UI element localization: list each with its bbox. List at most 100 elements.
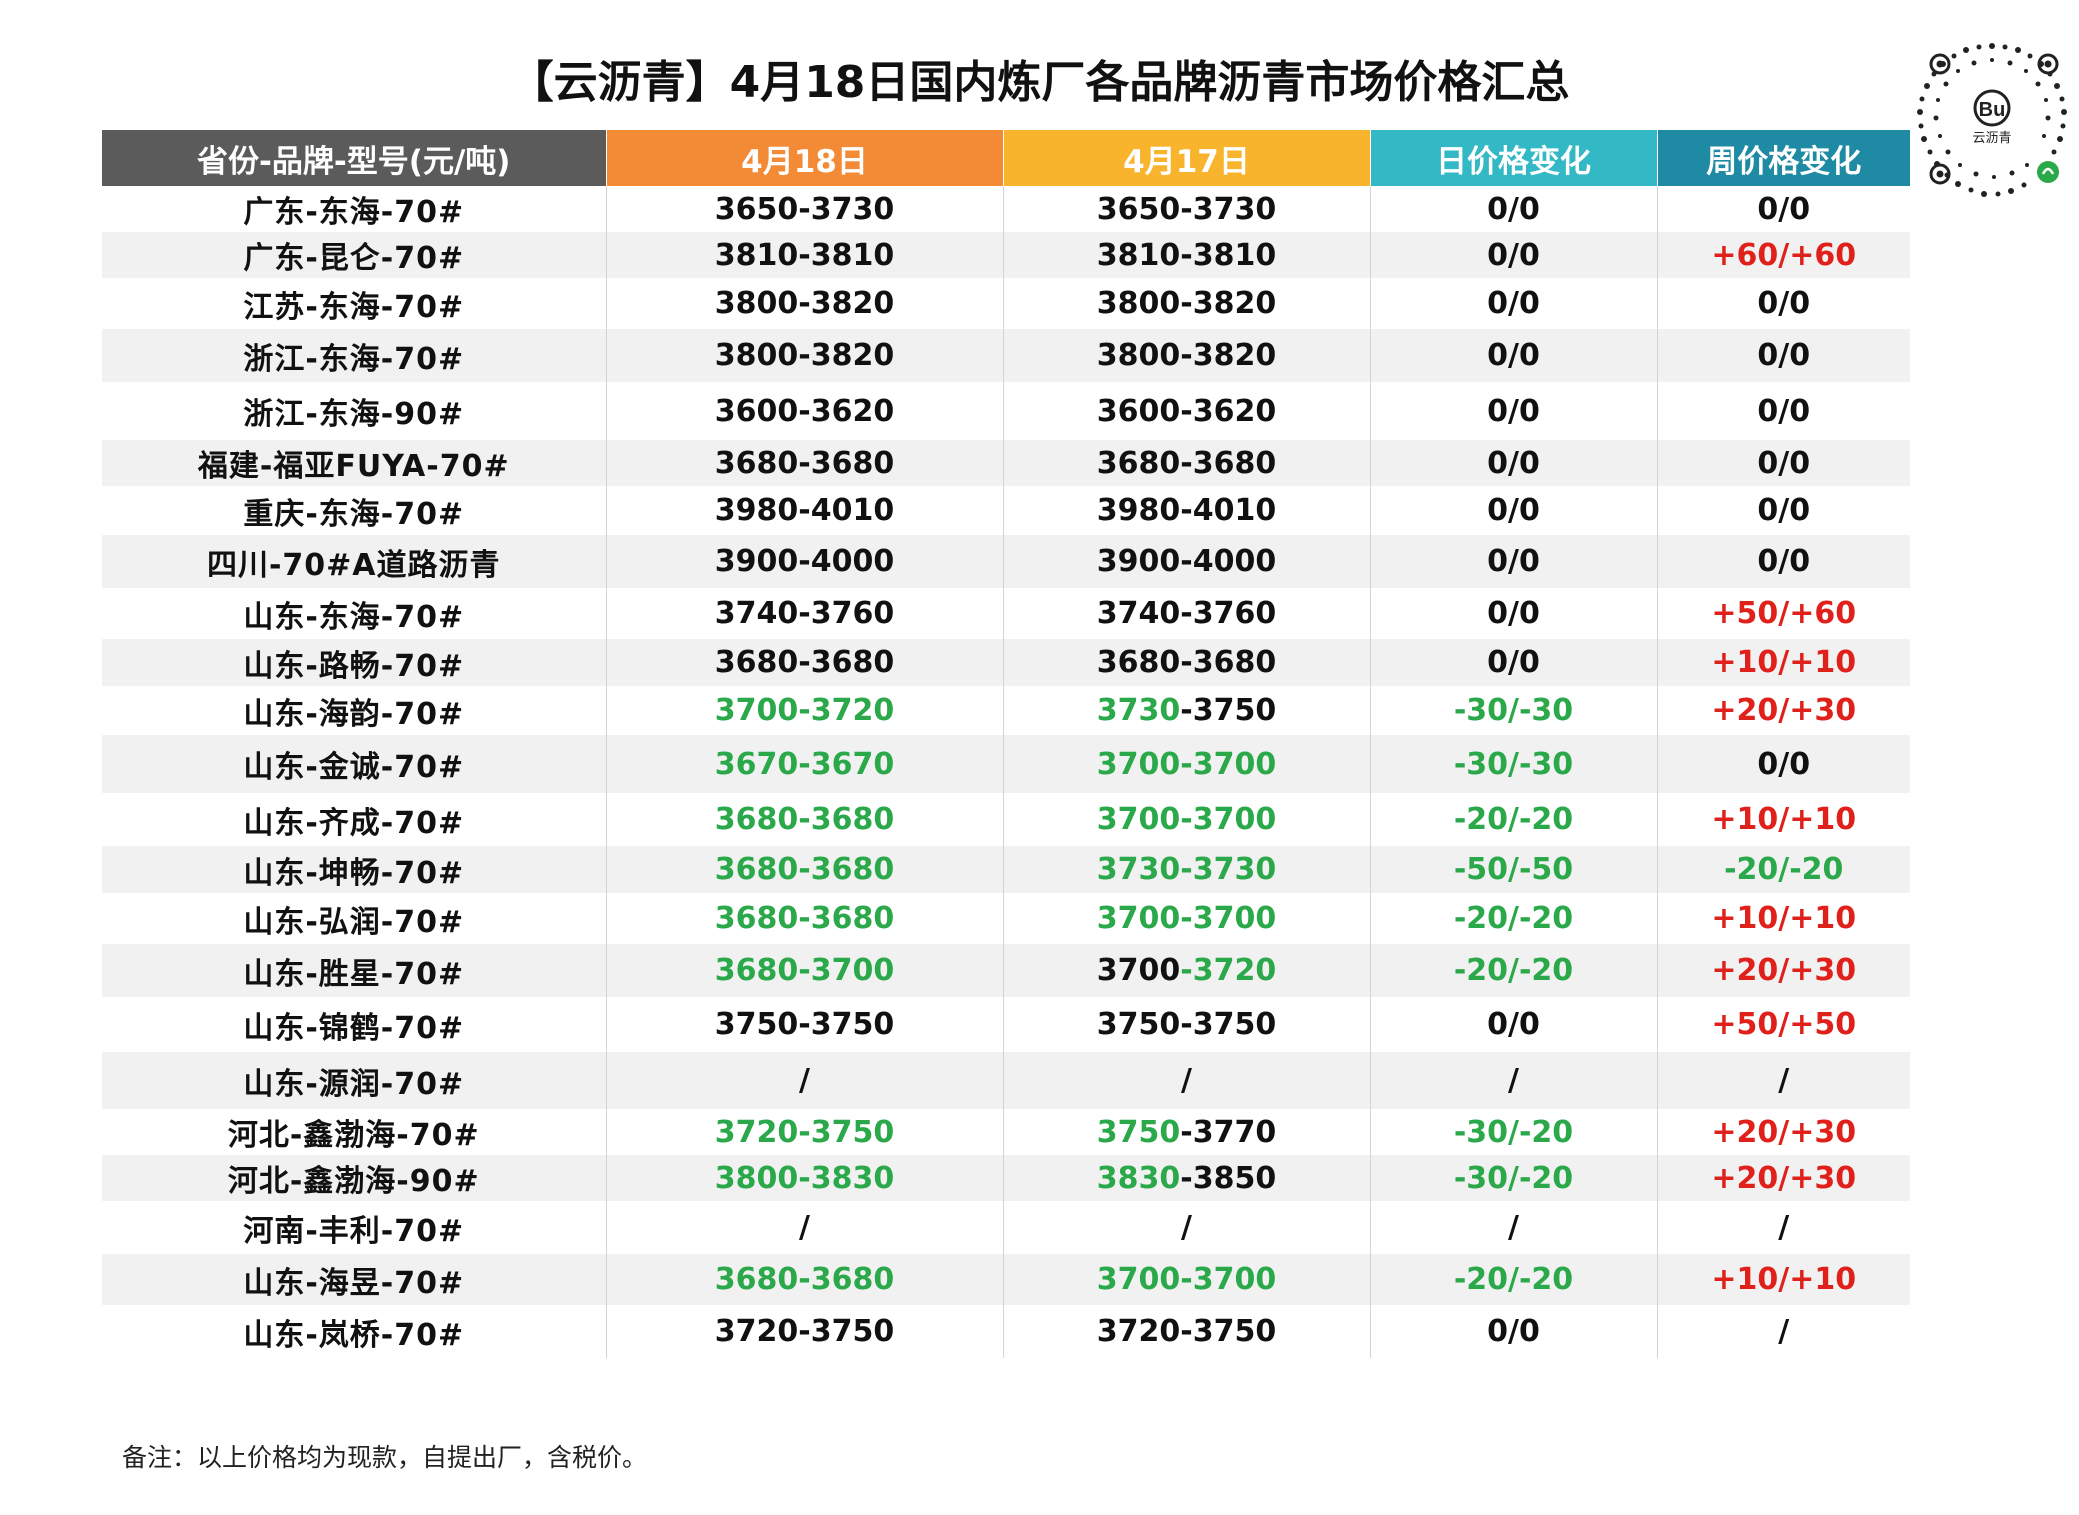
cell-brand: 山东-齐成-70# [102, 793, 606, 846]
cell-d17: / [1002, 1052, 1370, 1109]
header-weekly-change: 周价格变化 [1656, 130, 1910, 186]
cell-week: 0/0 [1656, 535, 1910, 588]
cell-day: -20/-20 [1369, 944, 1657, 997]
cell-d17: 3700-3700 [1002, 1254, 1370, 1305]
price-high: -3770 [1180, 1114, 1277, 1150]
cell-week: 0/0 [1656, 486, 1910, 535]
table-row: 山东-岚桥-70# 3720-3750 3720-3750 0/0/ [102, 1305, 1910, 1358]
cell-day: 0/0 [1369, 588, 1657, 639]
cell-week: +20/+30 [1656, 1109, 1910, 1155]
cell-day: -20/-20 [1369, 893, 1657, 944]
cell-brand: 广东-昆仑-70# [102, 232, 606, 278]
header-brand: 省份-品牌-型号(元/吨) [102, 130, 606, 186]
cell-day: -30/-20 [1369, 1155, 1657, 1201]
cell-brand: 重庆-东海-70# [102, 486, 606, 535]
cell-d18: 3680-3680 [605, 846, 1003, 893]
cell-week: 0/0 [1656, 329, 1910, 382]
cell-day: / [1369, 1052, 1657, 1109]
cell-d17: 3800-3820 [1002, 329, 1370, 382]
qr-finder-bl [1929, 163, 1951, 185]
cell-d17: 3980-4010 [1002, 486, 1370, 535]
cell-week: +10/+10 [1656, 793, 1910, 846]
svg-text:Bu: Bu [1979, 99, 2006, 121]
cell-week: / [1656, 1305, 1910, 1358]
cell-d17: 3600-3620 [1002, 382, 1370, 440]
cell-d18: 3740-3760 [605, 588, 1003, 639]
cell-brand: 山东-弘润-70# [102, 893, 606, 944]
cell-d18: 3800-3830 [605, 1155, 1003, 1201]
table-row: 山东-海昱-70# 3680-3680 3700-3700 -20/-20 +10/+1… [102, 1254, 1910, 1305]
mini-program-code: Bu 云沥青 [1917, 43, 2067, 197]
cell-day: -30/-30 [1369, 735, 1657, 793]
cell-day: -50/-50 [1369, 846, 1657, 893]
cell-d18: 3800-3820 [605, 329, 1003, 382]
cell-day: -20/-20 [1369, 1254, 1657, 1305]
cell-d17: 3730-3750 [1002, 686, 1370, 735]
cell-day: 0/0 [1369, 440, 1657, 486]
cell-d17: 3700-3700 [1002, 735, 1370, 793]
cell-brand: 福建-福亚FUYA-70# [102, 440, 606, 486]
cell-d18: 3650-3730 [605, 186, 1003, 232]
cell-day: 0/0 [1369, 382, 1657, 440]
cell-week: / [1656, 1201, 1910, 1254]
cell-d17: 3700-3720 [1002, 944, 1370, 997]
qr-logo-circle [1952, 78, 2032, 158]
table-row: 山东-齐成-70# 3680-3680 3700-3700 -20/-20 +10/+1… [102, 793, 1910, 846]
cell-day: -20/-20 [1369, 793, 1657, 846]
cell-d18: 3980-4010 [605, 486, 1003, 535]
cell-brand: 河南-丰利-70# [102, 1201, 606, 1254]
cell-d18: 3680-3680 [605, 1254, 1003, 1305]
cell-d18: 3900-4000 [605, 535, 1003, 588]
cell-brand: 山东-路畅-70# [102, 639, 606, 686]
table-row: 山东-锦鹤-70# 3750-3750 3750-3750 0/0 +50/+50 [102, 997, 1910, 1052]
cell-d17: 3680-3680 [1002, 440, 1370, 486]
cell-week: +20/+30 [1656, 1155, 1910, 1201]
table-row: 山东-路畅-70# 3680-3680 3680-3680 0/0 +10/+10 [102, 639, 1910, 686]
table-row: 广东-东海-70# 3650-3730 3650-3730 0/0 0/0 [102, 186, 1910, 232]
table-row: 河北-鑫渤海-70# 3720-3750 3750-3770 -30/-20 +20/+… [102, 1109, 1910, 1155]
cell-d18: 3800-3820 [605, 278, 1003, 329]
cell-week: 0/0 [1656, 735, 1910, 793]
table-row: 山东-海韵-70# 3700-3720 3730-3750 -30/-30 +20/+3… [102, 686, 1910, 735]
cell-week: 0/0 [1656, 278, 1910, 329]
table-row: 河北-鑫渤海-90# 3800-3830 3830-3850 -30/-20 +20/+… [102, 1155, 1910, 1201]
table-row: 山东-源润-70# / / / / [102, 1052, 1910, 1109]
qr-finder-tl [1929, 53, 1951, 75]
cell-day: 0/0 [1369, 535, 1657, 588]
table-row: 浙江-东海-70# 3800-3820 3800-3820 0/0 0/0 [102, 329, 1910, 382]
cell-day: 0/0 [1369, 186, 1657, 232]
cell-week: 0/0 [1656, 382, 1910, 440]
cell-day: 0/0 [1369, 639, 1657, 686]
cell-d18: 3680-3680 [605, 793, 1003, 846]
table-row: 山东-金诚-70# 3670-3670 3700-3700 -30/-30 0/0 [102, 735, 1910, 793]
cell-week: +50/+50 [1656, 997, 1910, 1052]
table-row: 山东-坤畅-70# 3680-3680 3730-3730 -50/-50 -20/-2… [102, 846, 1910, 893]
header-daily-change: 日价格变化 [1369, 130, 1657, 186]
qr-label: 云沥青 [1972, 131, 2011, 146]
cell-brand: 山东-海韵-70# [102, 686, 606, 735]
price-low: 3700 [1096, 953, 1181, 988]
cell-week: +50/+60 [1656, 588, 1910, 639]
table-row: 山东-东海-70# 3740-3760 3740-3760 0/0 +50/+60 [102, 588, 1910, 639]
table-row: 广东-昆仑-70# 3810-3810 3810-3810 0/0 +60/+60 [102, 232, 1910, 278]
cell-day: 0/0 [1369, 329, 1657, 382]
cell-d18: 3680-3680 [605, 893, 1003, 944]
cell-d17: 3730-3730 [1002, 846, 1370, 893]
cell-week: +10/+10 [1656, 639, 1910, 686]
page-title: 【云沥青】4月18日国内炼厂各品牌沥青市场价格汇总 [509, 57, 1570, 108]
cell-d18: / [605, 1052, 1003, 1109]
cell-brand: 山东-坤畅-70# [102, 846, 606, 893]
cell-brand: 江苏-东海-70# [102, 278, 606, 329]
cell-brand: 河北-鑫渤海-90# [102, 1155, 606, 1201]
cell-week: +60/+60 [1656, 232, 1910, 278]
cell-d18: 3680-3680 [605, 639, 1003, 686]
cell-d18: 3720-3750 [605, 1109, 1003, 1155]
price-low: 3750 [1096, 1114, 1181, 1150]
cell-day: 0/0 [1369, 486, 1657, 535]
table-row: 浙江-东海-90# 3600-3620 3600-3620 0/0 0/0 [102, 382, 1910, 440]
cell-brand: 山东-海昱-70# [102, 1254, 606, 1305]
price-low: 3730 [1096, 693, 1181, 728]
qr-finder-tr [2037, 53, 2059, 75]
cell-day: 0/0 [1369, 232, 1657, 278]
cell-brand: 河北-鑫渤海-70# [102, 1109, 606, 1155]
